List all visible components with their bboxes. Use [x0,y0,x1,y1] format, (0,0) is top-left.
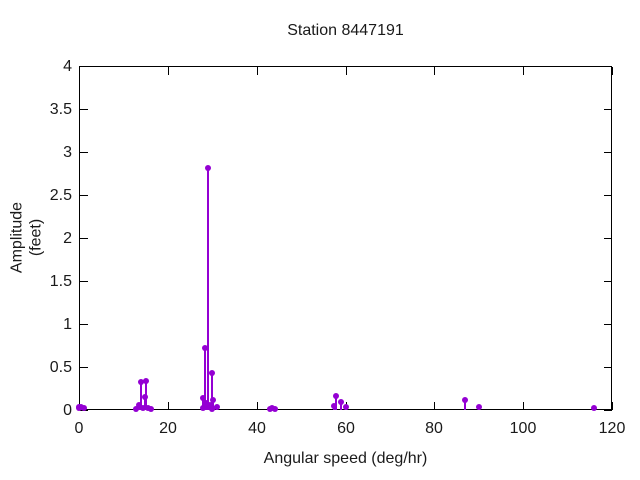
data-point [147,406,154,413]
y-tick-left [80,281,88,282]
data-point [142,377,149,384]
x-tick-top [346,67,347,75]
impulse-stem [464,399,467,410]
y-tick-right [604,367,612,368]
plot-border [79,66,612,410]
x-tick-bottom [168,402,169,410]
data-point [590,405,597,412]
y-tick-right [604,281,612,282]
impulse-stem [335,396,338,410]
y-tick-left [80,324,88,325]
x-tick-top [523,67,524,75]
data-point [200,394,207,401]
chart-title: Station 8447191 [287,22,404,39]
x-axis-title: Angular speed (deg/hr) [263,450,428,467]
y-tick-left [80,109,88,110]
data-point [140,405,147,412]
data-point [133,406,140,413]
x-tick-bottom [434,402,435,410]
data-point [337,399,344,406]
x-tick-label: 60 [337,420,355,437]
x-tick-bottom [257,402,258,410]
y-tick-label: 1 [63,316,72,333]
x-tick-label: 40 [248,420,266,437]
data-point [137,379,144,386]
y-tick-left [80,152,88,153]
data-point [209,370,216,377]
x-tick-top [168,67,169,75]
y-tick-right [604,238,612,239]
x-tick-label: 80 [425,420,443,437]
y-tick-label: 2 [63,230,72,247]
y-tick-label: 2.5 [49,187,72,204]
y-tick-label: 3 [63,144,72,161]
y-tick-left [80,367,88,368]
data-point [207,401,214,408]
y-tick-right [604,66,612,67]
x-tick-top [79,67,80,75]
data-point [204,165,211,172]
data-point [333,393,340,400]
x-tick-top [434,67,435,75]
data-point [342,404,349,411]
data-point [462,396,469,403]
y-tick-right [604,195,612,196]
impulse-stem [211,399,214,410]
data-point [135,401,142,408]
data-point [475,404,482,411]
data-point [209,396,216,403]
x-tick-top [612,67,613,75]
data-point [213,404,220,411]
impulse-stem [204,403,207,410]
y-tick-right [604,410,612,411]
data-point [271,406,278,413]
impulse-stem [144,380,147,410]
impulse-stem [139,382,142,410]
y-tick-label: 3.5 [49,101,72,118]
y-tick-label: 0 [63,402,72,419]
impulse-stem [211,373,214,410]
x-tick-label: 120 [598,420,626,437]
x-tick-label: 0 [74,420,84,437]
x-tick-label: 20 [159,420,177,437]
impulse-stem [204,348,207,410]
x-tick-top [257,67,258,75]
impulse-stem [339,402,342,410]
x-tick-bottom [523,402,524,410]
y-tick-label: 1.5 [49,273,72,290]
y-tick-label: 4 [63,58,72,75]
y-tick-right [604,324,612,325]
x-tick-label: 100 [509,420,537,437]
data-point [331,402,338,409]
y-tick-label: 0.5 [49,359,72,376]
y-tick-right [604,152,612,153]
y-tick-right [604,109,612,110]
data-point [202,345,209,352]
data-point [80,405,87,412]
y-tick-left [80,66,88,67]
x-tick-bottom [612,402,613,410]
impulse-stem [206,168,209,410]
data-point [202,400,209,407]
y-tick-left [80,195,88,196]
y-tick-left [80,238,88,239]
